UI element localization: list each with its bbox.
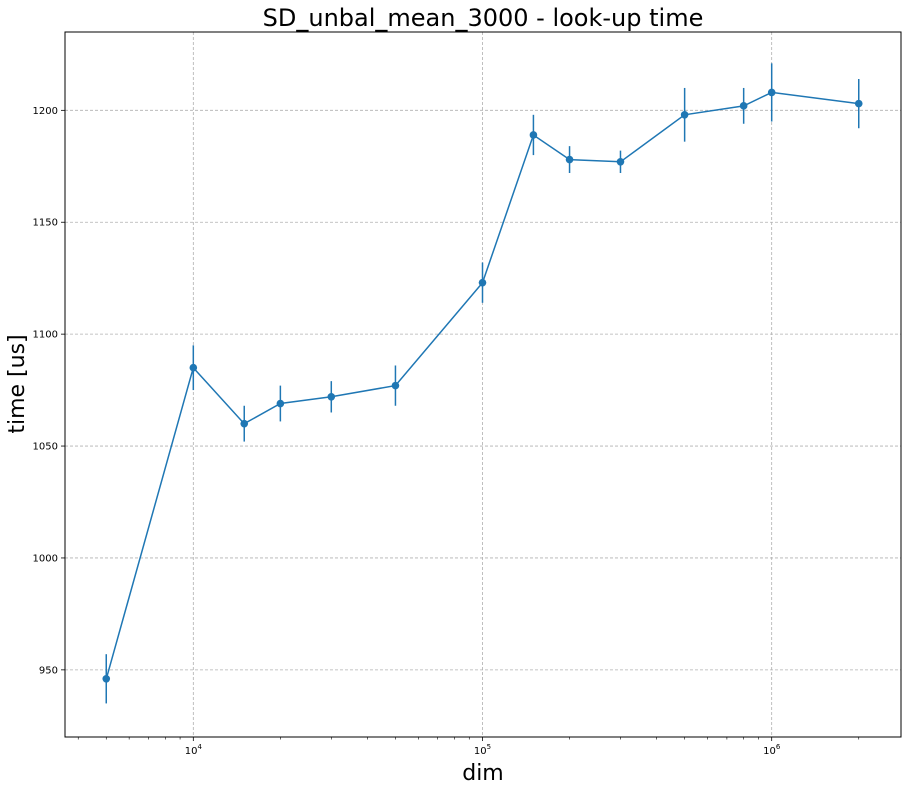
data-point (276, 399, 285, 408)
y-tick-label: 1200 (33, 106, 58, 117)
y-tick-label: 1050 (33, 442, 58, 453)
data-point (327, 393, 336, 401)
y-tick-label: 1150 (33, 218, 58, 229)
y-tick-label: 950 (39, 665, 58, 676)
y-tick-label: 1000 (33, 553, 58, 564)
x-tick-label: 106 (763, 743, 781, 757)
y-axis-label: time [us] (5, 334, 30, 433)
series-polyline (105, 91, 859, 680)
data-point (189, 363, 198, 372)
series-line (102, 63, 863, 704)
plot-frame (64, 31, 902, 738)
data-point (739, 102, 748, 110)
x-axis-label: dim (462, 761, 504, 786)
grid (65, 32, 901, 737)
data-point (565, 155, 574, 164)
data-point (391, 381, 400, 390)
data-point (616, 158, 625, 166)
data-point (854, 99, 863, 108)
data-point (102, 675, 111, 683)
data-point (680, 111, 689, 119)
chart-title: SD_unbal_mean_3000 - look-up time (263, 4, 704, 32)
x-tick-label: 105 (474, 743, 491, 757)
data-point (529, 131, 538, 139)
data-point (478, 278, 487, 287)
data-point (240, 419, 249, 428)
y-tick-label: 1100 (33, 330, 58, 341)
data-point (767, 88, 776, 97)
ticks: 950 1000 1050 1100 1150 1200 104 105 106 (33, 106, 860, 757)
x-tick-label: 104 (185, 743, 203, 757)
